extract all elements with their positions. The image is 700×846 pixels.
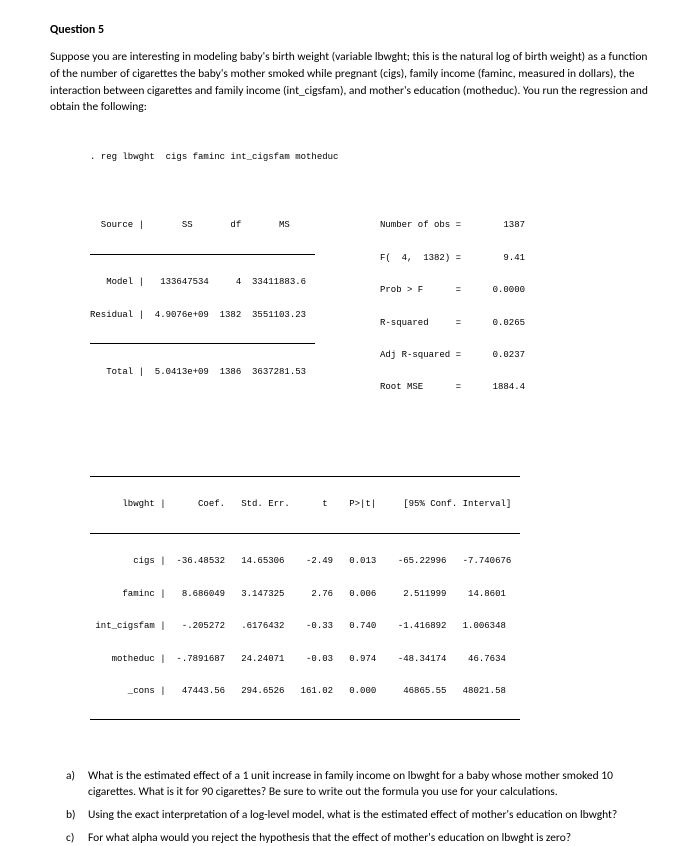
stat-f: F( 4, 1382) =9.41: [380, 253, 525, 264]
regression-output: . reg lbwght cigs faminc int_cigsfam mot…: [90, 130, 650, 754]
stat-prob: Prob > F =0.0000: [380, 285, 525, 296]
coef-intcigsfam: int_cigsfam | -.205272 .6176432 -0.33 0.…: [90, 621, 650, 632]
coef-cigs: cigs | -36.48532 14.65306 -2.49 0.013 -6…: [90, 556, 650, 567]
question-text: For what alpha would you reject the hypo…: [88, 830, 650, 846]
question-b: b) Using the exact interpretation of a l…: [50, 807, 650, 824]
stat-r2: R-squared =0.0265: [380, 318, 525, 329]
coef-cons: _cons | 47443.56 294.6526 161.02 0.000 4…: [90, 686, 650, 697]
stat-rmse: Root MSE =1884.4: [380, 382, 525, 393]
stat-adjr2: Adj R-squared =0.0237: [380, 350, 525, 361]
anova-header: Source | SS df MS: [90, 220, 350, 231]
coef-motheduc: motheduc | -.7891687 24.24071 -0.03 0.97…: [90, 654, 650, 665]
coef-faminc: faminc | 8.686049 3.147325 2.76 0.006 2.…: [90, 589, 650, 600]
reg-command: . reg lbwght cigs faminc int_cigsfam mot…: [90, 152, 650, 163]
question-heading: Question 5: [50, 22, 650, 39]
intro-paragraph: Suppose you are interesting in modeling …: [50, 49, 650, 116]
question-a: a) What is the estimated effect of a 1 u…: [50, 768, 650, 801]
coef-header: lbwght | Coef. Std. Err. t P>|t| [95% Co…: [90, 499, 650, 510]
question-letter: a): [66, 768, 88, 801]
model-row: Model | 133647534 4 33411883.6: [90, 277, 350, 288]
question-letter: b): [66, 807, 88, 824]
question-text: Using the exact interpretation of a log-…: [88, 807, 650, 824]
total-row: Total | 5.0413e+09 1386 3637281.53: [90, 367, 350, 378]
question-text: What is the estimated effect of a 1 unit…: [88, 768, 650, 801]
questions-list: a) What is the estimated effect of a 1 u…: [50, 768, 650, 846]
residual-row: Residual | 4.9076e+09 1382 3551103.23: [90, 310, 350, 321]
question-c: c) For what alpha would you reject the h…: [50, 830, 650, 846]
question-letter: c): [66, 830, 88, 846]
stat-nobs: Number of obs =1387: [380, 220, 525, 231]
